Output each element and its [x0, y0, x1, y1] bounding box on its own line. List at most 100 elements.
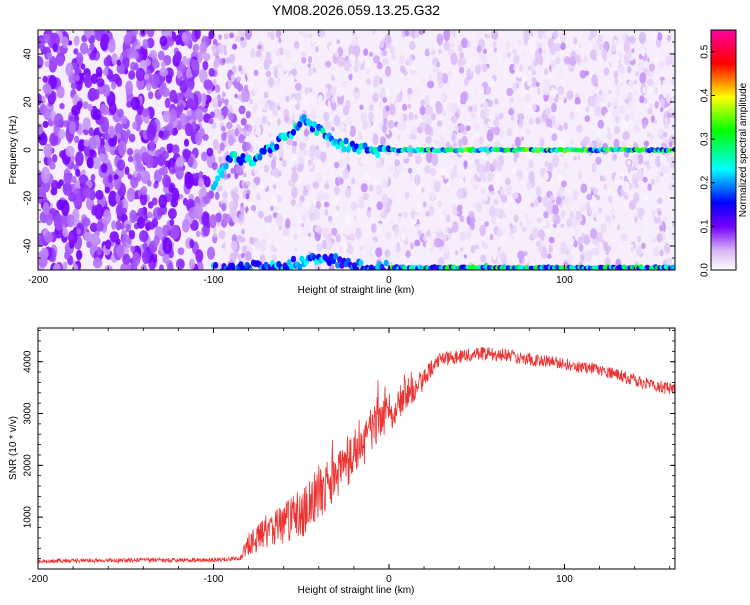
spectrogram-cell — [543, 78, 549, 85]
spectrogram-cell — [373, 74, 381, 88]
spectrogram-cell — [408, 111, 414, 121]
spectrogram-cell — [463, 254, 468, 259]
spectrogram-cell — [619, 73, 624, 80]
spectrogram-cell — [315, 201, 322, 209]
spectrogram-cell — [312, 181, 319, 189]
spectrogram-cell — [43, 33, 50, 44]
spectrogram-cell — [558, 99, 564, 107]
spectrogram-cell — [612, 222, 617, 228]
spectrogram-cell — [207, 246, 215, 260]
spectrogram-cell — [67, 40, 73, 46]
spectrogram-cell — [308, 56, 313, 64]
spectrogram-cell — [552, 30, 559, 39]
spectrogram-cell — [368, 185, 374, 192]
spectrogram-track-cell — [349, 140, 356, 148]
spectrogram-cell — [518, 119, 524, 129]
spectrogram-cell — [342, 168, 350, 180]
spectrogram-cell — [367, 206, 372, 213]
spectrogram-cell — [224, 98, 229, 106]
spectrogram-cell — [264, 222, 271, 234]
spectrogram-cell — [291, 166, 297, 172]
spectrogram-cell — [365, 78, 371, 85]
spectrogram-cell — [290, 199, 296, 206]
spectrogram-cell — [71, 176, 77, 184]
spectrogram-cell — [293, 246, 298, 252]
spectrogram-cell — [543, 235, 549, 244]
spectrogram-cell — [520, 136, 525, 142]
spectrogram-cell — [304, 86, 309, 95]
spectrogram-cell — [278, 37, 282, 43]
spectrogram-cell — [566, 254, 574, 264]
spectrogram-cell — [362, 193, 370, 201]
spectrogram-cell — [453, 177, 458, 182]
spectrogram-cell — [203, 79, 213, 91]
spectrogram-cell — [669, 141, 673, 148]
spectrogram-cell — [483, 48, 487, 55]
spectrogram-cell — [237, 94, 242, 100]
spectrogram-cell — [569, 56, 577, 67]
spectrogram-cell — [251, 103, 259, 112]
spectrogram-cell — [170, 224, 180, 240]
spectrogram-cell — [333, 69, 341, 81]
spectrogram-cell — [246, 68, 253, 79]
spectrogram-cell — [593, 187, 598, 195]
spectrogram-cell — [58, 179, 64, 187]
spectrogram-cell — [597, 207, 603, 214]
spectrogram-cell — [244, 124, 249, 131]
spectrogram-cell — [291, 140, 298, 148]
spectrogram-cell — [260, 31, 264, 38]
spectrogram-cell — [129, 209, 138, 224]
spectrogram-cell — [422, 77, 426, 83]
spectrogram-cell — [50, 179, 59, 191]
spectrogram-cell — [346, 235, 351, 241]
y-tick-label: 3000 — [23, 402, 34, 425]
spectrogram-cell — [321, 58, 326, 64]
spectrogram-cell — [658, 89, 663, 95]
spectrogram-cell — [74, 180, 81, 191]
spectrogram-cell — [146, 82, 152, 91]
spectrogram-cell — [344, 155, 350, 164]
spectrogram-cell — [399, 65, 406, 73]
spectrogram-track-cell — [297, 120, 303, 128]
spectrogram-cell — [176, 69, 182, 79]
spectrogram-cell — [156, 207, 164, 217]
spectrogram-cell — [494, 156, 499, 161]
spectrogram-cell — [614, 87, 621, 96]
spectrogram-cell — [635, 103, 642, 112]
spectrogram-cell — [333, 185, 341, 195]
spectrogram-cell — [605, 249, 610, 256]
spectrogram-cell — [559, 31, 567, 44]
spectrogram-cell — [542, 49, 547, 54]
spectrogram-cell — [472, 201, 479, 209]
spectrogram-cell — [152, 58, 159, 69]
spectrogram-cell — [318, 41, 323, 47]
spectrogram-cell — [375, 157, 380, 163]
spectrogram-cell — [68, 230, 78, 245]
spectrogram-cell — [659, 219, 663, 226]
spectrogram-cell — [459, 246, 464, 252]
spectrogram-cell — [656, 233, 663, 243]
spectrogram-cell — [491, 216, 498, 225]
spectrogram-cell — [159, 67, 168, 77]
spectrogram-cell — [244, 251, 252, 261]
spectrogram-cell — [366, 32, 371, 38]
spectrogram-cell — [313, 54, 319, 61]
spectrogram-cell — [407, 103, 412, 110]
spectrogram-cell — [425, 150, 433, 164]
spectrogram-cell — [474, 185, 478, 191]
spectrogram-cell — [324, 208, 329, 216]
spectrogram-cell — [238, 213, 244, 222]
spectrogram-cell — [255, 50, 262, 58]
spectrogram-cell — [144, 73, 150, 80]
spectrogram-cell — [619, 105, 626, 114]
spectrogram-cell — [240, 130, 245, 135]
x-tick-label: -100 — [203, 574, 223, 585]
spectrogram-cell — [275, 30, 282, 39]
spectrogram-cell — [299, 186, 304, 193]
spectrogram-cell — [378, 102, 382, 109]
spectrogram-cell — [364, 243, 372, 257]
spectrogram-cell — [333, 115, 341, 127]
spectrogram-cell — [394, 159, 401, 167]
spectrogram-cell — [421, 114, 427, 121]
